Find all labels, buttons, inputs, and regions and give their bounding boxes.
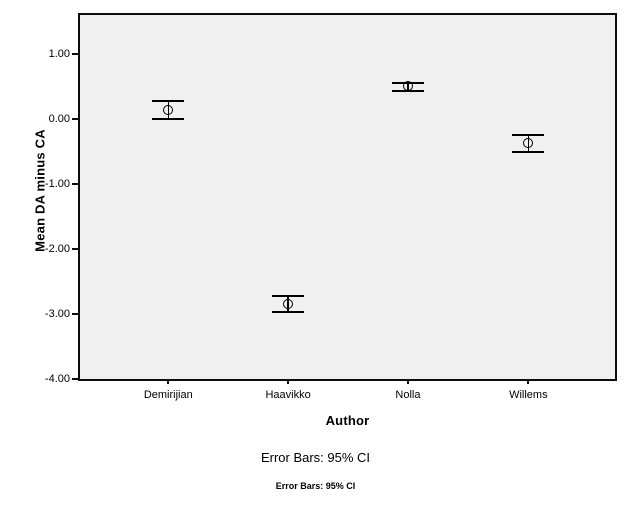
- y-tick-label: 1.00: [48, 47, 70, 60]
- x-tick-mark: [527, 379, 530, 384]
- mean-marker-circle: [522, 138, 533, 149]
- error-bar-cap-top: [272, 294, 305, 297]
- y-tick-mark: [72, 378, 78, 380]
- y-tick-mark: [72, 248, 78, 250]
- y-tick-mark: [72, 313, 78, 315]
- x-tick-mark: [406, 379, 409, 384]
- y-tick-mark: [72, 118, 78, 120]
- plot-area: [78, 13, 617, 381]
- caption-error-bars: Error Bars: 95% CI: [260, 450, 371, 465]
- y-tick-label: -4.00: [44, 372, 70, 385]
- y-tick-label: -3.00: [44, 307, 70, 320]
- error-bar-cap-bottom: [512, 151, 545, 154]
- x-tick-mark: [167, 379, 170, 384]
- y-tick-mark: [72, 183, 78, 185]
- mean-marker-circle: [402, 81, 413, 92]
- x-tick-mark: [287, 379, 290, 384]
- y-tick-label: -2.00: [44, 242, 70, 255]
- mean-marker-circle: [162, 105, 173, 116]
- x-tick-label: Willems: [509, 389, 548, 401]
- error-bar-cap-top: [152, 100, 185, 103]
- x-tick-label: Nolla: [395, 389, 421, 401]
- x-tick-label: Demirijian: [143, 389, 193, 401]
- mean-marker-circle: [282, 298, 293, 309]
- y-tick-label: 0.00: [48, 112, 70, 125]
- y-tick-label: -1.00: [44, 177, 70, 190]
- error-bar-cap-bottom: [391, 90, 424, 93]
- x-axis-title: Author: [325, 413, 370, 428]
- x-tick-label: Haavikko: [265, 389, 311, 401]
- error-bar-cap-top: [512, 134, 545, 137]
- error-bar-cap-bottom: [152, 118, 185, 120]
- error-bar-cap-bottom: [272, 311, 305, 314]
- sub-caption-error-bars: Error Bars: 95% CI: [275, 481, 356, 491]
- y-tick-mark: [72, 53, 78, 55]
